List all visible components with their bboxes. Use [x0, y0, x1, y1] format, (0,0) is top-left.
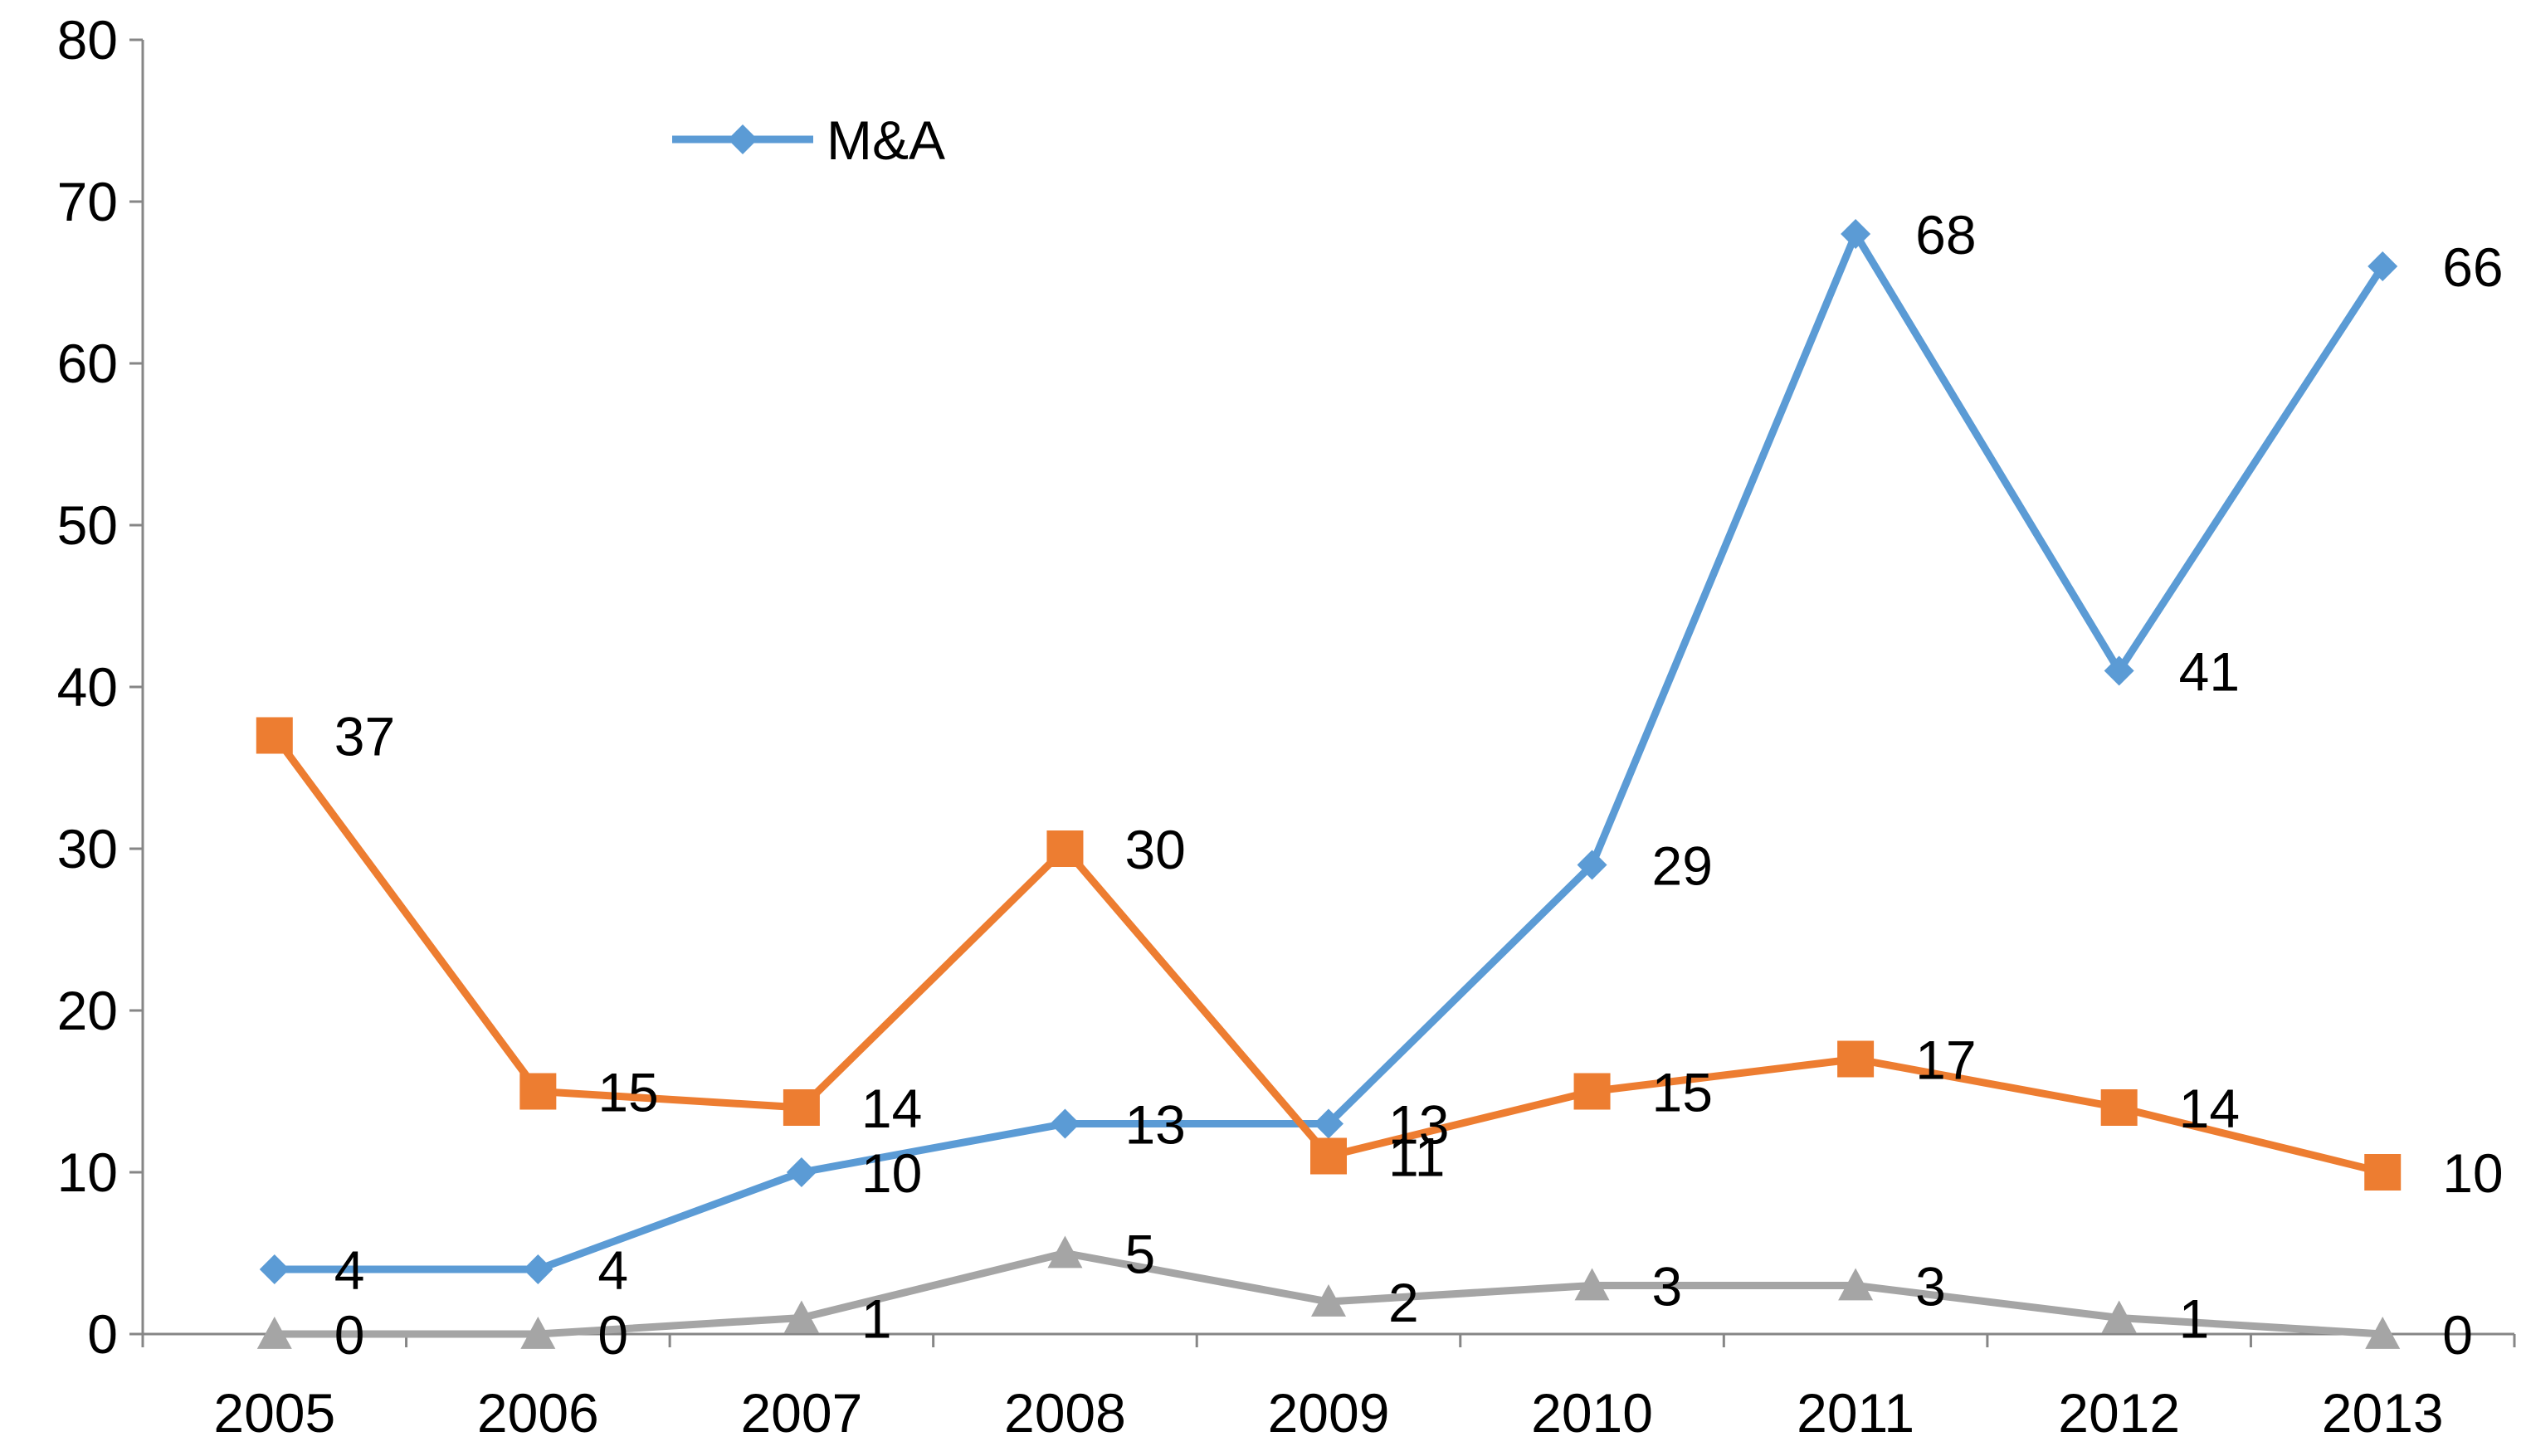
- x-tick-label: 2013: [2322, 1382, 2444, 1444]
- x-tick-label: 2008: [1004, 1382, 1126, 1444]
- series-1-point: [2104, 655, 2134, 686]
- series-2-point: [1837, 1040, 1875, 1078]
- series-1-point: [1050, 1108, 1080, 1139]
- series-3-data-label: 2: [1388, 1272, 1419, 1333]
- series-2-point: [1046, 830, 1084, 867]
- series-3-data-label: 3: [1652, 1256, 1683, 1317]
- x-tick-label: 2009: [1268, 1382, 1390, 1444]
- y-tick-label: 70: [57, 171, 118, 232]
- series-1-data-label: 4: [597, 1239, 628, 1301]
- series-3-point: [2365, 1317, 2401, 1349]
- y-tick-label: 30: [57, 818, 118, 879]
- series-2-point: [1573, 1073, 1611, 1110]
- x-tick-label: 2011: [1797, 1382, 1914, 1444]
- series-layer: [256, 219, 2402, 1349]
- series-1-data-label: 29: [1652, 835, 1713, 897]
- series-1-point: [1841, 219, 1871, 249]
- series-1-data-label: 10: [861, 1142, 922, 1204]
- series-3-point: [2101, 1300, 2137, 1333]
- series-1-data-label: 68: [1915, 204, 1976, 265]
- series-1-data-label: 66: [2442, 236, 2503, 298]
- series-1: [259, 219, 2398, 1284]
- series-1-point: [259, 1254, 290, 1284]
- y-axis-ticks: 0 10 20 30 40 50 60 70 80: [57, 9, 143, 1365]
- y-tick-label: 0: [87, 1303, 118, 1365]
- y-tick-label: 80: [57, 9, 118, 71]
- x-tick-label: 2012: [2058, 1382, 2180, 1444]
- series-2-data-label: 17: [1915, 1030, 1976, 1091]
- series-2-data-label: 15: [597, 1062, 658, 1123]
- series-1-data-label: 41: [2179, 641, 2240, 703]
- series-2-data-label: 30: [1124, 819, 1185, 880]
- series-3-data-label: 0: [597, 1304, 628, 1366]
- series-2-data-label: 37: [334, 706, 395, 767]
- legend-marker: [728, 124, 758, 154]
- x-tick-label: 2010: [1531, 1382, 1653, 1444]
- series-2-point: [1310, 1137, 1347, 1175]
- series-2-point: [783, 1089, 820, 1126]
- series-2-point: [2100, 1089, 2138, 1126]
- legend-label: M&A: [827, 110, 945, 171]
- legend: M&A: [672, 110, 945, 171]
- series-3-point: [1574, 1268, 1610, 1301]
- y-tick-label: 50: [57, 494, 118, 556]
- y-tick-label: 20: [57, 980, 118, 1041]
- series-1-point: [523, 1254, 553, 1284]
- series-2-data-label: 11: [1388, 1127, 1446, 1188]
- series-2-point: [2364, 1154, 2402, 1191]
- series-3-point: [783, 1300, 819, 1333]
- series-3-point: [1838, 1268, 1874, 1301]
- series-3-point: [1047, 1235, 1083, 1269]
- series-3-data-label: 0: [334, 1304, 365, 1366]
- series-2-data-label: 10: [2442, 1142, 2503, 1204]
- series-2: [256, 717, 2402, 1191]
- series-1-point: [786, 1157, 817, 1187]
- y-tick-label: 10: [57, 1142, 118, 1203]
- y-tick-label: 60: [57, 333, 118, 394]
- series-1-data-label: 13: [1388, 1094, 1449, 1156]
- series-1-point: [1577, 850, 1607, 880]
- series-2-data-label: 14: [2179, 1078, 2240, 1139]
- y-tick-label: 40: [57, 656, 118, 718]
- series-3-point: [520, 1317, 556, 1349]
- series-2-data-label: 14: [861, 1078, 922, 1139]
- x-axis-ticks: 2005 2006 2007 2008 2009 2010 2011 2012 2013: [141, 1334, 2516, 1444]
- series-3-data-label: 5: [1124, 1224, 1155, 1285]
- series-2-line: [271, 733, 2384, 1176]
- series-3-point: [256, 1317, 292, 1349]
- series-2-data-label: 15: [1652, 1062, 1713, 1123]
- series-3-data-label: 0: [2442, 1304, 2473, 1366]
- series-3-data-label: 3: [1915, 1256, 1946, 1317]
- series-3: [256, 1235, 2401, 1349]
- series-1-data-label: 4: [334, 1239, 365, 1301]
- series-2-point: [256, 717, 293, 754]
- x-tick-label: 2005: [213, 1382, 335, 1444]
- series-2-point: [519, 1073, 557, 1110]
- x-tick-label: 2006: [477, 1382, 599, 1444]
- series-1-data-label: 13: [1124, 1094, 1185, 1156]
- series-3-data-label: 1: [2179, 1288, 2210, 1350]
- series-3-point: [1311, 1284, 1346, 1317]
- series-1-point: [1314, 1108, 1343, 1139]
- series-3-data-label: 1: [861, 1288, 892, 1350]
- series-1-point: [2368, 251, 2398, 281]
- x-tick-label: 2007: [740, 1382, 862, 1444]
